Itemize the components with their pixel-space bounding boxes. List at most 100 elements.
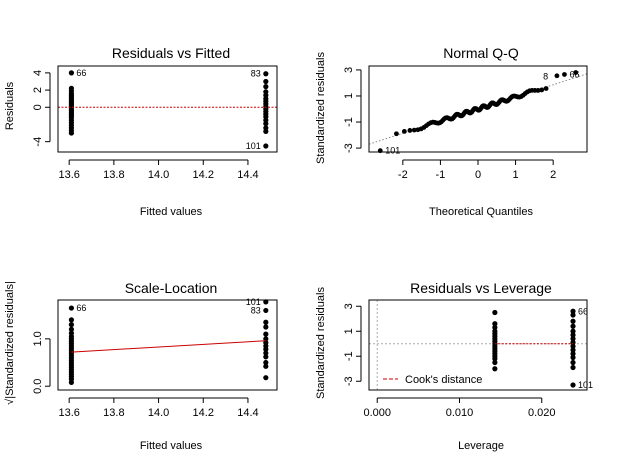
plot-frame bbox=[57, 299, 278, 391]
data-point bbox=[68, 130, 75, 136]
data-point bbox=[263, 299, 269, 305]
data-point bbox=[263, 319, 269, 325]
y-tick-label: 2 bbox=[32, 87, 44, 93]
data-point bbox=[570, 323, 576, 329]
panel-title: Normal Q-Q bbox=[443, 45, 519, 61]
data-point bbox=[263, 324, 269, 330]
point-label: 101 bbox=[246, 297, 261, 307]
data-point bbox=[570, 328, 576, 334]
panel-normal-qq: Normal Q-Q Theoretical Quantiles Standar… bbox=[315, 45, 588, 218]
data-point bbox=[263, 359, 269, 366]
data-point bbox=[570, 364, 576, 371]
data-point bbox=[562, 72, 567, 77]
data-point bbox=[492, 309, 498, 316]
data-point bbox=[570, 332, 576, 338]
point-label: 66 bbox=[569, 69, 579, 79]
data-point bbox=[401, 129, 407, 134]
data-point bbox=[263, 346, 269, 352]
x-tick-label: 0.010 bbox=[446, 407, 474, 419]
point-label: 101 bbox=[385, 146, 400, 156]
plot-area: 66 83 101 13.6 13.8 14.0 14.2 14.4 -4 0 2 4 bbox=[32, 65, 278, 181]
data-point bbox=[492, 359, 498, 366]
data-point bbox=[263, 375, 269, 381]
y-tick-label: 1.0 bbox=[32, 331, 44, 346]
panel-residuals-vs-leverage: Residuals vs Leverage Leverage Standardi… bbox=[315, 280, 593, 452]
panel-title: Residuals vs Fitted bbox=[112, 45, 230, 61]
x-axis-label: Fitted values bbox=[140, 206, 203, 218]
point-label: 101 bbox=[246, 141, 261, 151]
plot-area: 101 8 66 -2 -1 0 1 2 -3 -1 1 3 bbox=[343, 65, 588, 181]
y-tick-label: 3 bbox=[343, 67, 355, 73]
data-point bbox=[570, 318, 576, 324]
data-point bbox=[263, 78, 269, 85]
data-point bbox=[543, 86, 549, 91]
y-tick-label: 3 bbox=[343, 303, 355, 309]
x-tick-label: -1 bbox=[436, 169, 446, 181]
panel-scale-location: Scale-Location Fitted values √|Standardi… bbox=[4, 280, 278, 452]
data-point bbox=[573, 70, 579, 75]
y-tick-label: 1 bbox=[343, 328, 355, 334]
y-axis-label: Residuals bbox=[4, 81, 16, 130]
data-point bbox=[263, 331, 269, 337]
x-axis-label: Fitted values bbox=[140, 440, 203, 452]
data-point bbox=[492, 321, 498, 327]
x-tick-label: 14.0 bbox=[148, 407, 169, 419]
point-label: 66 bbox=[578, 306, 588, 316]
x-tick-label: -2 bbox=[398, 169, 408, 181]
point-label: 8 bbox=[543, 71, 548, 81]
data-point bbox=[263, 354, 269, 360]
y-tick-label: 1 bbox=[343, 93, 355, 99]
data-point bbox=[570, 336, 576, 342]
y-tick-label: -3 bbox=[343, 376, 355, 386]
x-tick-label: 0.020 bbox=[528, 407, 556, 419]
x-tick-label: 14.2 bbox=[193, 169, 214, 181]
data-point bbox=[492, 356, 498, 362]
legend-label: Cook's distance bbox=[405, 374, 482, 386]
panel-residuals-vs-fitted: Residuals vs Fitted Fitted values Residu… bbox=[4, 45, 278, 218]
y-axis-label: Standardized residuals bbox=[315, 287, 327, 399]
x-tick-label: 1 bbox=[513, 169, 519, 181]
data-point bbox=[263, 128, 269, 134]
data-point bbox=[570, 351, 576, 357]
x-tick-label: 13.6 bbox=[58, 169, 79, 181]
plot-area: 66 101 0.000 0.010 0.020 -3 -1 1 3 Cook's distanc… bbox=[343, 299, 593, 419]
data-point bbox=[68, 322, 75, 328]
x-tick-label: 13.8 bbox=[103, 407, 124, 419]
y-tick-label: -1 bbox=[343, 351, 355, 361]
data-point bbox=[263, 143, 269, 149]
y-axis-label: √|Standardized residuals| bbox=[4, 281, 16, 405]
data-point bbox=[263, 84, 269, 90]
data-point bbox=[263, 121, 269, 127]
data-point bbox=[68, 305, 75, 311]
data-point bbox=[570, 359, 576, 366]
point-label: 66 bbox=[76, 68, 86, 78]
data-point bbox=[263, 363, 269, 369]
data-point bbox=[570, 339, 576, 346]
data-point bbox=[68, 379, 75, 386]
panel-title: Scale-Location bbox=[125, 280, 218, 296]
data-point bbox=[263, 336, 269, 342]
x-tick-label: 14.4 bbox=[237, 169, 258, 181]
x-tick-label: 0.000 bbox=[363, 407, 391, 419]
y-axis-label: Standardized residuals bbox=[315, 52, 327, 164]
data-point bbox=[68, 326, 75, 332]
point-label: 66 bbox=[76, 303, 86, 313]
data-point bbox=[570, 308, 576, 314]
data-point bbox=[492, 366, 498, 372]
data-point bbox=[263, 350, 269, 356]
data-point bbox=[570, 343, 576, 349]
data-point bbox=[535, 88, 541, 93]
x-tick-label: 14.4 bbox=[237, 407, 258, 419]
data-point bbox=[570, 382, 576, 388]
data-point bbox=[411, 127, 417, 133]
y-tick-label: -3 bbox=[343, 143, 355, 153]
data-point bbox=[68, 317, 75, 323]
point-label: 101 bbox=[578, 380, 593, 390]
plot-frame bbox=[368, 65, 588, 153]
data-point bbox=[570, 354, 576, 361]
point-label: 83 bbox=[251, 305, 261, 315]
y-tick-label: 0.0 bbox=[32, 379, 44, 394]
data-point bbox=[407, 128, 413, 133]
y-tick-label: 4 bbox=[32, 70, 44, 76]
data-point bbox=[554, 73, 560, 79]
